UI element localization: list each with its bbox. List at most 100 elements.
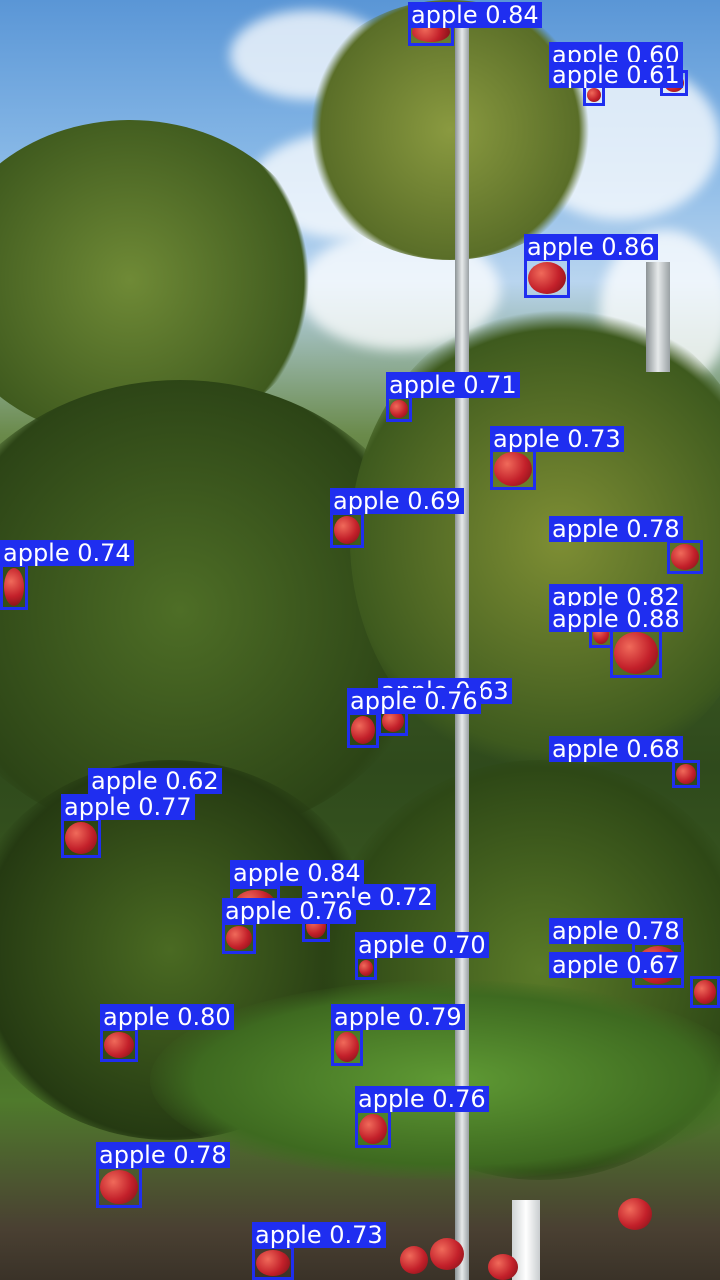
- detection-score: 0.61: [626, 61, 680, 89]
- detection-class: apple: [527, 233, 594, 261]
- detection-label: apple 0.76: [347, 688, 481, 714]
- detection-class: apple: [255, 1221, 322, 1249]
- detection-label: apple 0.67: [549, 952, 683, 978]
- detection-label: apple 0.84: [230, 860, 364, 886]
- detection-label: apple 0.80: [100, 1004, 234, 1030]
- detection-score: 0.76: [299, 897, 353, 925]
- detection-label: apple 0.78: [549, 918, 683, 944]
- detected-apple: [528, 262, 566, 294]
- detection-score: 0.78: [173, 1141, 227, 1169]
- detection-box: [610, 628, 662, 678]
- detected-apple: [671, 544, 699, 570]
- detection-label: apple 0.82: [549, 584, 683, 610]
- detection-label: apple 0.78: [96, 1142, 230, 1168]
- detected-apple: [359, 1114, 387, 1144]
- detection-score: 0.71: [463, 371, 517, 399]
- detection-box: [386, 396, 412, 422]
- detection-label: apple 0.73: [490, 426, 624, 452]
- detection-label: apple 0.70: [355, 932, 489, 958]
- detection-box: [330, 512, 364, 548]
- detection-score: 0.73: [567, 425, 621, 453]
- detection-score: 0.78: [626, 917, 680, 945]
- detected-apple: [65, 822, 97, 854]
- detection-box: [524, 258, 570, 298]
- detection-box: [100, 1028, 138, 1062]
- detection-score: 0.77: [138, 793, 192, 821]
- detection-box: [61, 818, 101, 858]
- detected-apple: [104, 1032, 134, 1058]
- support-pole: [646, 262, 670, 372]
- detection-class: apple: [411, 1, 478, 29]
- detection-score: 0.78: [626, 515, 680, 543]
- detection-box: [355, 956, 377, 980]
- detection-class: apple: [358, 1085, 425, 1113]
- detected-apple: [614, 632, 658, 674]
- detection-score: 0.69: [407, 487, 461, 515]
- detection-label: apple 0.86: [524, 234, 658, 260]
- detection-class: apple: [103, 1003, 170, 1031]
- detection-class: apple: [334, 1003, 401, 1031]
- detected-apple: [335, 1032, 359, 1062]
- detection-label: apple 0.76: [222, 898, 356, 924]
- detected-apple: [494, 452, 532, 486]
- detection-score: 0.84: [307, 859, 361, 887]
- detection-box: [690, 976, 720, 1008]
- detected-apple: [694, 980, 716, 1004]
- detection-class: apple: [233, 859, 300, 887]
- detection-class: apple: [333, 487, 400, 515]
- detection-class: apple: [64, 793, 131, 821]
- detection-class: apple: [358, 931, 425, 959]
- detected-apple: [226, 926, 252, 950]
- detection-class: apple: [3, 539, 70, 567]
- detection-label: apple 0.88: [549, 606, 683, 632]
- detection-box: [672, 760, 700, 788]
- detection-class: apple: [99, 1141, 166, 1169]
- detection-label: apple 0.61: [549, 62, 683, 88]
- detection-class: apple: [552, 61, 619, 89]
- detection-label: apple 0.74: [0, 540, 134, 566]
- detection-label: apple 0.84: [408, 2, 542, 28]
- detection-label: apple 0.68: [549, 736, 683, 762]
- detection-class: apple: [389, 371, 456, 399]
- detection-label: apple 0.62: [88, 768, 222, 794]
- apple: [488, 1254, 518, 1280]
- detected-apple: [351, 716, 375, 744]
- detection-score: 0.80: [177, 1003, 231, 1031]
- detection-score: 0.72: [379, 883, 433, 911]
- detection-class: apple: [552, 515, 619, 543]
- detection-box: [96, 1166, 142, 1208]
- detection-score: 0.88: [626, 605, 680, 633]
- detection-score: 0.62: [165, 767, 219, 795]
- detection-class: apple: [552, 951, 619, 979]
- detection-label: apple 0.79: [331, 1004, 465, 1030]
- detection-score: 0.84: [485, 1, 539, 29]
- detection-label: apple 0.76: [355, 1086, 489, 1112]
- detection-box: [490, 448, 536, 490]
- detected-apple: [4, 568, 24, 606]
- detection-score: 0.67: [626, 951, 680, 979]
- detection-label: apple 0.73: [252, 1222, 386, 1248]
- detected-apple: [382, 710, 404, 732]
- apple: [400, 1246, 428, 1274]
- detection-box: [347, 712, 379, 748]
- detected-apple: [676, 764, 696, 784]
- detected-apple: [587, 88, 601, 102]
- detection-class: apple: [350, 687, 417, 715]
- detected-apple: [359, 960, 373, 976]
- detection-label: apple 0.69: [330, 488, 464, 514]
- support-pole: [455, 20, 469, 1280]
- detection-class: apple: [225, 897, 292, 925]
- detection-class: apple: [552, 583, 619, 611]
- detection-box: [222, 922, 256, 954]
- detection-label: apple 0.71: [386, 372, 520, 398]
- apple: [430, 1238, 464, 1270]
- detection-class: apple: [552, 605, 619, 633]
- detection-box: [252, 1246, 294, 1280]
- detection-class: apple: [552, 917, 619, 945]
- detection-label: apple 0.78: [549, 516, 683, 542]
- detection-box: [331, 1028, 363, 1066]
- detection-class: apple: [91, 767, 158, 795]
- detection-score: 0.76: [424, 687, 478, 715]
- detection-score: 0.68: [626, 735, 680, 763]
